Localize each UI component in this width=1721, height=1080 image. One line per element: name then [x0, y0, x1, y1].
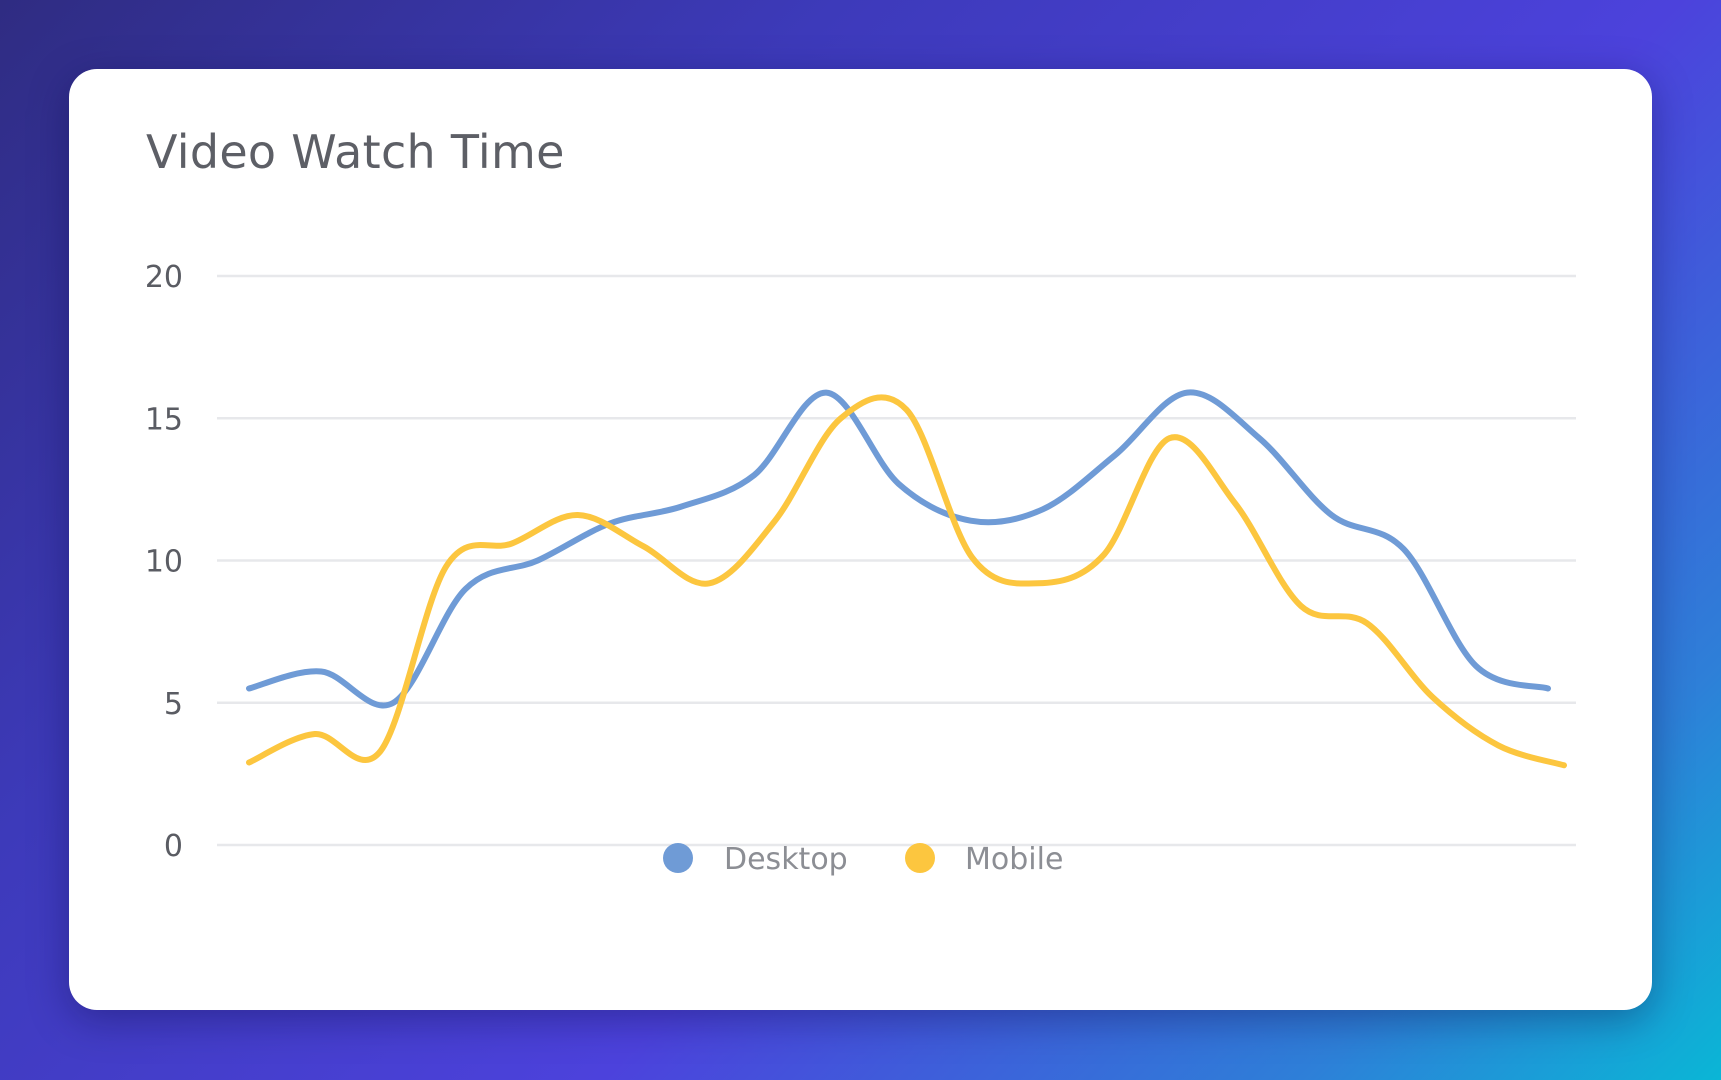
y-tick-label-20: 20 [145, 260, 183, 295]
legend-item-desktop: Desktop [663, 842, 848, 877]
chart-card: Video Watch Time 0 5 10 15 20 Desktop Mobile [69, 69, 1652, 1010]
legend-label-desktop: Desktop [724, 842, 848, 877]
series-line-desktop [246, 389, 1551, 709]
y-tick-label-5: 5 [164, 687, 183, 722]
legend-label-mobile: Mobile [965, 842, 1063, 877]
legend-item-mobile: Mobile [905, 842, 1063, 877]
chart-title: Video Watch Time [146, 125, 565, 179]
series-line-mobile [246, 394, 1567, 769]
line-chart: 0 5 10 15 20 Desktop Mobile [145, 260, 1576, 877]
legend-swatch-desktop [663, 843, 693, 873]
y-tick-label-10: 10 [145, 545, 183, 580]
y-tick-label-15: 15 [145, 402, 183, 437]
y-tick-label-0: 0 [164, 829, 183, 864]
legend-swatch-mobile [905, 843, 935, 873]
